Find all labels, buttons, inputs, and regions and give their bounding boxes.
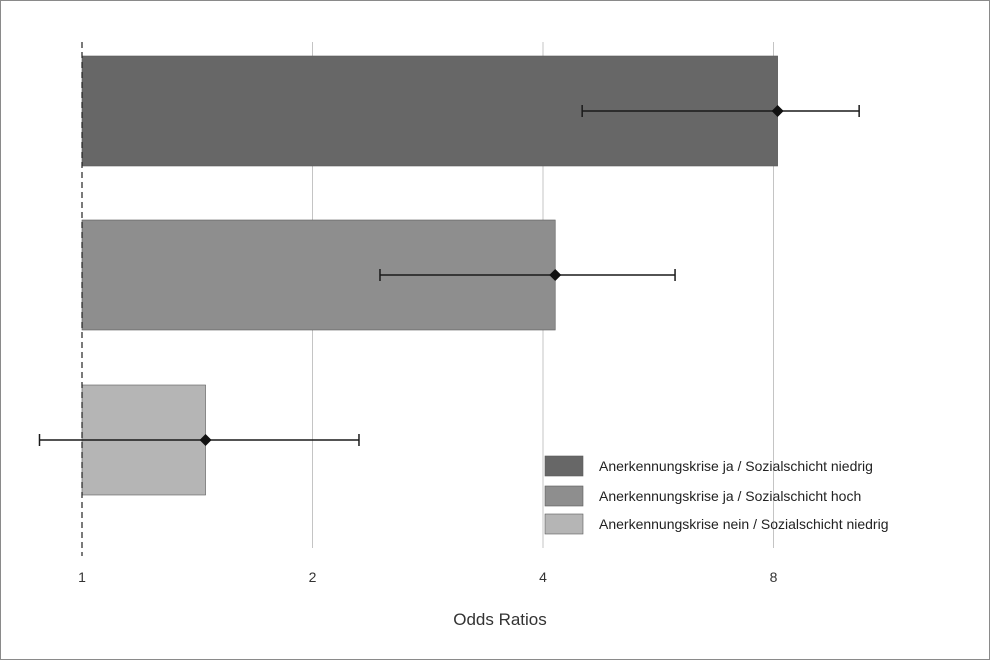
legend-item-1: Anerkennungskrise ja / Sozialschicht nie… xyxy=(544,455,873,477)
legend-swatch xyxy=(544,513,584,535)
error-bars xyxy=(38,105,860,446)
point-estimate-marker xyxy=(771,105,784,117)
x-tick-labels: 1 2 4 8 xyxy=(78,569,778,585)
legend-item-2: Anerkennungskrise ja / Sozialschicht hoc… xyxy=(544,485,861,507)
x-tick-label-8: 8 xyxy=(770,569,778,585)
legend-label: Anerkennungskrise ja / Sozialschicht nie… xyxy=(599,458,873,474)
error-bar-3 xyxy=(38,434,360,446)
x-tick-label-2: 2 xyxy=(309,569,317,585)
legend-swatch xyxy=(544,485,584,507)
x-tick-label-4: 4 xyxy=(539,569,547,585)
x-axis-title: Odds Ratios xyxy=(453,610,547,629)
point-estimate-marker xyxy=(199,434,212,446)
legend-item-3: Anerkennungskrise nein / Sozialschicht n… xyxy=(544,513,889,535)
point-estimate-marker xyxy=(549,269,562,281)
x-tick-label-1: 1 xyxy=(78,569,86,585)
legend-swatch xyxy=(544,455,584,477)
error-bar-1 xyxy=(581,105,860,117)
legend-label: Anerkennungskrise ja / Sozialschicht hoc… xyxy=(599,488,861,504)
legend: Anerkennungskrise ja / Sozialschicht nie… xyxy=(544,455,889,535)
legend-label: Anerkennungskrise nein / Sozialschicht n… xyxy=(599,516,889,532)
error-bar-2 xyxy=(379,269,676,281)
